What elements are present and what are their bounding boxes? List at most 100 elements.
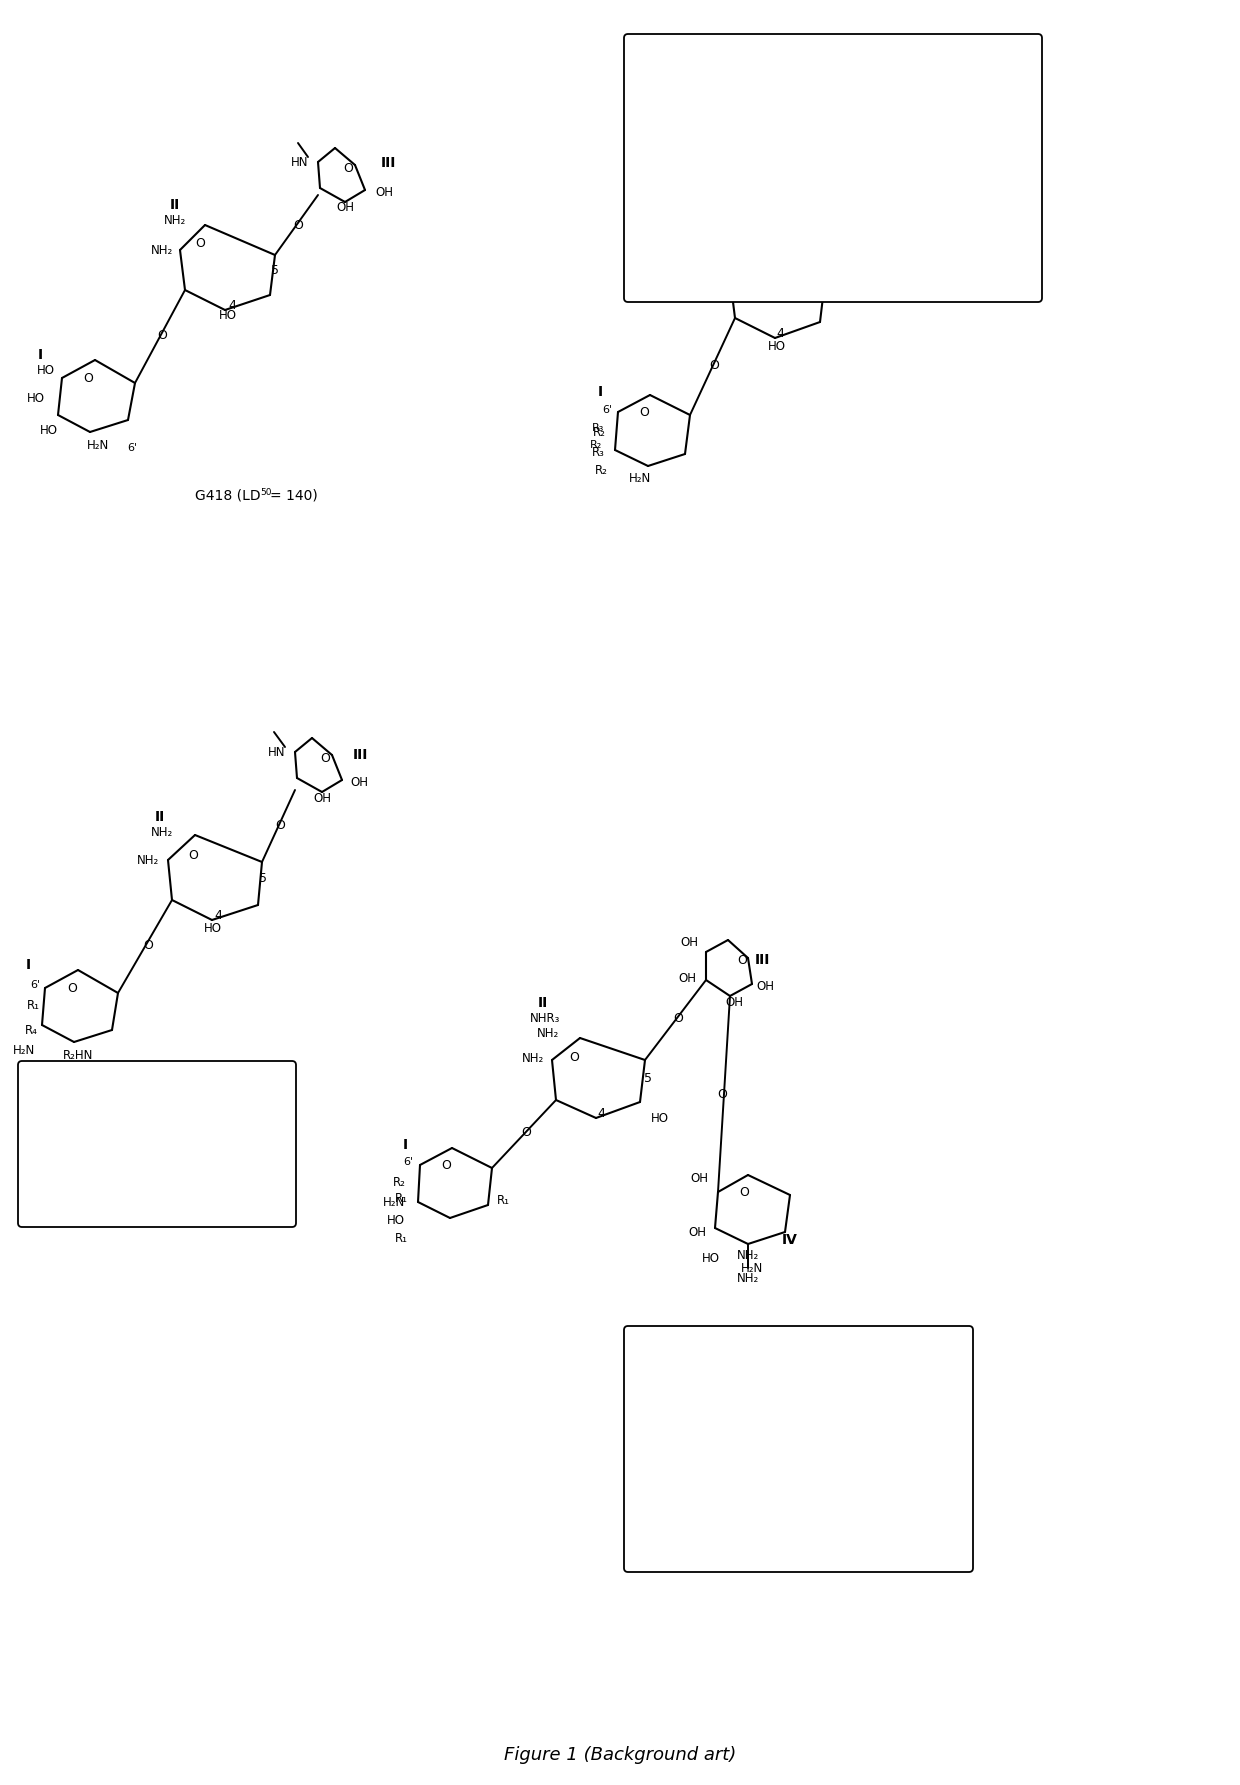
Text: R₁: R₁ <box>759 1339 773 1351</box>
Text: R₃: R₃ <box>591 423 604 434</box>
Text: HO: HO <box>387 1214 405 1226</box>
Text: R₁: R₁ <box>156 1073 170 1087</box>
Text: H: H <box>883 271 892 280</box>
Text: CH₃: CH₃ <box>207 1114 228 1125</box>
Text: NH₂: NH₂ <box>151 243 174 257</box>
Text: H: H <box>159 1194 167 1205</box>
Text: O: O <box>717 1087 727 1101</box>
Text: III: III <box>754 953 770 967</box>
Text: OH: OH <box>689 1171 708 1185</box>
Text: OH: OH <box>816 1380 833 1389</box>
Text: Kanamycin B: Kanamycin B <box>646 159 719 170</box>
Text: R₂: R₂ <box>393 1176 405 1189</box>
Text: O: O <box>441 1158 451 1171</box>
Text: R₁: R₁ <box>396 1192 408 1205</box>
Text: H: H <box>213 1194 222 1205</box>
Text: O: O <box>67 982 77 994</box>
Text: 5: 5 <box>259 871 267 885</box>
Text: HO: HO <box>40 423 58 437</box>
Text: Gentamicin C₂: Gentamicin C₂ <box>38 1153 118 1164</box>
Text: OH: OH <box>678 971 696 985</box>
Text: O: O <box>275 819 285 832</box>
Text: NH₂: NH₂ <box>164 214 186 227</box>
Text: CH₃: CH₃ <box>153 1114 174 1125</box>
Text: CH₃: CH₃ <box>153 1153 174 1164</box>
Text: Butirosin A: Butirosin A <box>652 1458 712 1469</box>
Text: Tobramycin: Tobramycin <box>651 196 715 207</box>
Text: H₂N: H₂N <box>383 1196 405 1208</box>
Text: 50: 50 <box>260 487 272 496</box>
Text: R₁: R₁ <box>763 46 775 59</box>
Text: I: I <box>598 386 603 400</box>
Text: Paromomycin: Paromomycin <box>644 1539 720 1549</box>
Text: HO: HO <box>702 1251 720 1264</box>
Text: OH: OH <box>816 1499 833 1508</box>
Text: R₂: R₂ <box>818 1339 832 1351</box>
Text: H: H <box>213 1153 222 1164</box>
Text: NHR₃: NHR₃ <box>529 1012 560 1025</box>
Text: 6': 6' <box>601 405 613 414</box>
Text: G418 (LD: G418 (LD <box>195 487 260 502</box>
Text: R₂: R₂ <box>593 425 606 439</box>
Text: H: H <box>880 1499 888 1508</box>
Text: NH₂: NH₂ <box>759 271 780 280</box>
Text: H: H <box>880 1419 888 1430</box>
Text: OH: OH <box>821 86 837 96</box>
Text: R₂: R₂ <box>822 46 836 59</box>
Text: III: III <box>930 175 946 189</box>
Text: NH₂: NH₂ <box>759 159 780 170</box>
Text: O: O <box>195 236 205 250</box>
Text: R₁: R₁ <box>27 998 40 1012</box>
Text: OH: OH <box>930 202 949 214</box>
Text: Gentamicin C₁A: Gentamicin C₁A <box>35 1194 122 1205</box>
FancyBboxPatch shape <box>624 1326 973 1573</box>
Text: 70: 70 <box>260 1153 275 1164</box>
Text: 5: 5 <box>272 264 279 277</box>
Text: R₁: R₁ <box>497 1194 510 1207</box>
Text: H₂N: H₂N <box>629 471 651 484</box>
Text: II: II <box>713 212 723 227</box>
Text: O: O <box>521 1126 531 1139</box>
Text: 71: 71 <box>1001 234 1016 243</box>
Text: Neomycin B: Neomycin B <box>649 1499 715 1508</box>
Text: OH: OH <box>816 1458 833 1469</box>
Text: H₂N: H₂N <box>87 439 109 452</box>
Text: NH₂: NH₂ <box>768 102 790 114</box>
Text: 79: 79 <box>1001 196 1016 207</box>
Text: OH: OH <box>816 1419 833 1430</box>
Text: O: O <box>83 371 93 384</box>
Text: 132: 132 <box>997 159 1018 170</box>
Text: NH₂: NH₂ <box>737 1271 759 1285</box>
Text: H₂N: H₂N <box>740 1262 763 1274</box>
Text: O: O <box>569 1051 579 1064</box>
Text: O: O <box>639 405 649 418</box>
Text: O: O <box>709 359 719 371</box>
Text: OH: OH <box>821 159 837 170</box>
Text: 5: 5 <box>825 291 832 305</box>
Text: 125: 125 <box>931 1380 952 1389</box>
Text: OH: OH <box>878 86 895 96</box>
Text: 160: 160 <box>931 1539 952 1549</box>
Text: NH₂: NH₂ <box>522 1051 544 1064</box>
Text: AHB  =: AHB = <box>649 114 696 127</box>
Text: R₃: R₃ <box>593 446 605 459</box>
Text: NH₂: NH₂ <box>755 1419 776 1430</box>
Text: 6': 6' <box>30 980 40 991</box>
Text: OH: OH <box>878 123 895 132</box>
Text: NH₂: NH₂ <box>699 271 722 284</box>
Text: LD₅₀: LD₅₀ <box>929 1339 954 1351</box>
Text: = 140): = 140) <box>270 487 317 502</box>
Text: OH: OH <box>878 159 895 170</box>
Text: O: O <box>188 848 198 862</box>
Text: II: II <box>170 198 180 212</box>
Text: H: H <box>942 159 951 170</box>
Text: LD₅₀: LD₅₀ <box>255 1073 280 1087</box>
Text: O: O <box>746 266 756 280</box>
Text: HO: HO <box>219 309 237 321</box>
Text: I: I <box>403 1139 408 1151</box>
Text: AHB: AHB <box>872 1458 895 1469</box>
FancyBboxPatch shape <box>624 34 1042 302</box>
Text: 4: 4 <box>598 1107 605 1119</box>
Text: NHR₄: NHR₄ <box>707 228 738 241</box>
Text: II: II <box>155 810 165 825</box>
